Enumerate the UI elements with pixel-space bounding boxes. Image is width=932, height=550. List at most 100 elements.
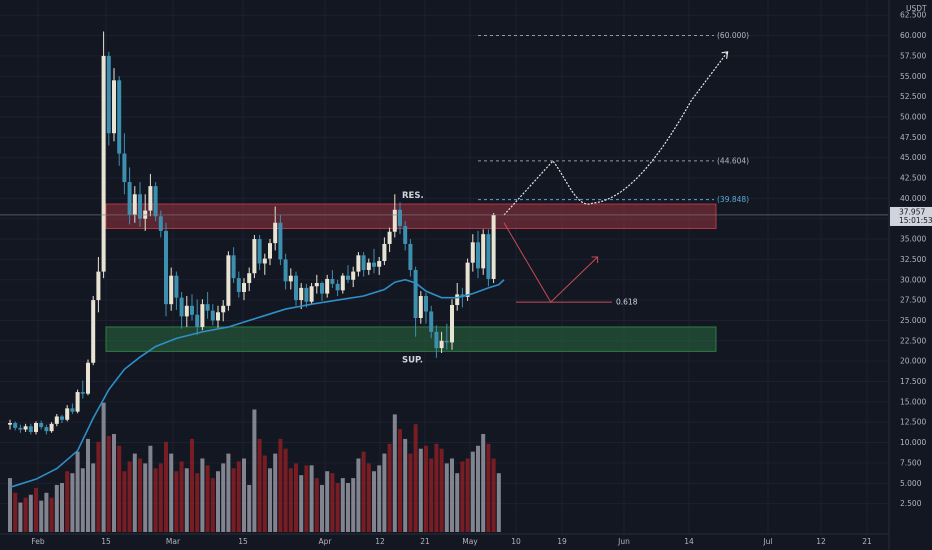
volume-bar	[470, 451, 475, 532]
y-tick-label: 25.000	[900, 316, 926, 325]
y-tick-label: 42.500	[900, 174, 926, 183]
bull-arrowhead	[721, 51, 729, 59]
candle-body	[101, 55, 106, 272]
candle-body	[210, 310, 215, 321]
candle-body	[190, 305, 194, 315]
candle-body	[268, 243, 272, 259]
volume-bar	[278, 438, 283, 532]
volume-bar	[205, 465, 210, 532]
x-tick-label: 21	[862, 537, 872, 546]
volume-bar	[346, 483, 350, 532]
volume-bar	[127, 461, 132, 532]
volume-bar	[262, 455, 267, 532]
volume-bar	[273, 453, 278, 532]
volume-bar	[398, 429, 402, 532]
y-tick-label: 10.000	[900, 438, 926, 447]
volume-bar	[117, 445, 122, 532]
candle-body	[174, 275, 179, 298]
candle-body	[226, 255, 231, 306]
y-tick-label: 47.500	[900, 133, 926, 142]
volume-bar	[70, 473, 75, 532]
volume-bar	[387, 443, 392, 532]
candle-body	[195, 314, 200, 327]
candle-body	[106, 55, 111, 134]
x-tick-label: 12	[375, 537, 385, 546]
volume-bar	[174, 471, 179, 532]
candle-body	[408, 243, 413, 270]
volume-bar	[377, 465, 382, 532]
candle-body	[65, 408, 70, 420]
volume-bar	[486, 443, 491, 532]
candle-body	[476, 242, 480, 269]
volume-bar	[496, 473, 501, 532]
y-tick-label: 12.500	[900, 418, 926, 427]
volume-bar	[153, 468, 158, 532]
x-tick-label: Feb	[31, 537, 45, 546]
volume-bar	[138, 458, 142, 532]
volume-bar	[34, 487, 38, 532]
candle-body	[356, 255, 361, 272]
y-tick-label: 55.000	[900, 72, 926, 81]
candle-body	[132, 194, 137, 215]
candle-body	[70, 408, 75, 412]
y-tick-label: 52.500	[900, 92, 926, 101]
volume-bar	[216, 471, 220, 532]
candle-body	[200, 304, 205, 327]
volume-bar	[106, 435, 111, 532]
candle-body	[304, 287, 309, 302]
y-tick-label: 2.500	[900, 499, 922, 508]
volume-bar	[49, 497, 54, 532]
candle-body	[491, 214, 496, 279]
y-tick-label: 57.500	[900, 51, 926, 60]
candle-body	[413, 269, 418, 319]
candle-body	[138, 194, 142, 219]
volume-bar	[434, 443, 439, 532]
candle-body	[418, 296, 423, 319]
candle-body	[351, 271, 356, 280]
candle-body	[366, 262, 371, 270]
y-tick-label: 22.500	[900, 336, 926, 345]
candle-body	[325, 278, 330, 294]
volume-bar	[491, 458, 496, 532]
volume-bar	[366, 463, 371, 532]
volume-bar	[314, 478, 319, 532]
projection-paths	[0, 51, 888, 303]
volume-bar	[28, 494, 33, 532]
y-tick-label: 35.000	[900, 235, 926, 244]
candle-body	[361, 255, 366, 270]
candle-body	[424, 296, 428, 312]
candle-body	[283, 259, 288, 282]
candle-body	[392, 209, 397, 232]
candle-body	[439, 340, 444, 349]
candle-body	[455, 294, 460, 305]
candles	[8, 31, 496, 435]
price-tag	[890, 206, 932, 226]
volume-bar	[60, 483, 64, 532]
volume-bar	[351, 478, 356, 532]
volume-bar	[13, 492, 18, 532]
ma-line	[9, 278, 505, 489]
candle-body	[148, 186, 153, 211]
y-tick-label: 45.000	[900, 153, 926, 162]
time-axis[interactable]: Feb 15 Mar 15 Apr 12 21 May 10 19 Jun 14 Jul 12 21	[0, 533, 889, 546]
volume-bar	[325, 471, 330, 532]
candle-body	[164, 230, 168, 305]
support-label: SUP.	[402, 355, 423, 365]
candle-body	[242, 283, 246, 292]
volume-bar	[132, 453, 137, 532]
candle-body	[205, 304, 210, 311]
bear-projection	[503, 222, 598, 303]
volume-bar	[455, 473, 460, 532]
moving-average	[9, 278, 505, 489]
volume-bar	[304, 465, 309, 532]
volume-bar	[23, 497, 28, 532]
target-levels: (60.000) (44.604) (39.848) 0.618	[478, 31, 749, 307]
candle-body	[60, 416, 64, 420]
y-tick-label: 7.500	[900, 458, 922, 467]
volume-bar	[169, 453, 174, 532]
volume-bar	[39, 500, 44, 532]
volume-bar	[65, 471, 70, 532]
candle-body	[382, 243, 387, 262]
